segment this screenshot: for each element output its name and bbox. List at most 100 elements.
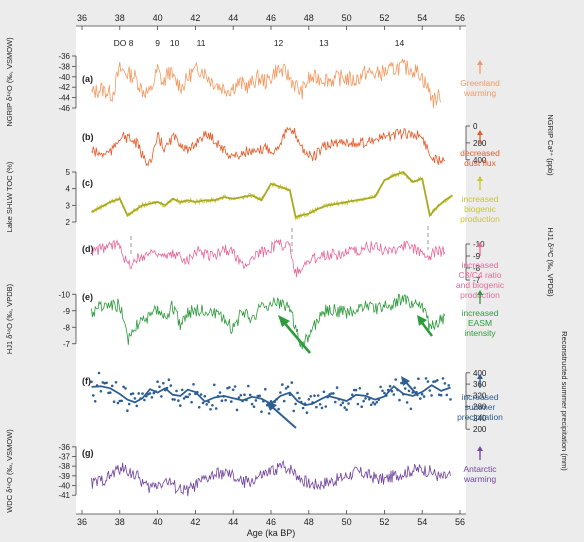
precip-data-point — [120, 399, 123, 403]
precip-data-point — [366, 392, 369, 396]
precip-data-point — [162, 381, 165, 385]
y-tick-label: -38 — [58, 62, 70, 71]
precip-data-point — [124, 387, 127, 390]
precip-data-point — [294, 402, 297, 406]
top-tick-label: 48 — [304, 13, 314, 23]
precip-data-point — [392, 393, 396, 396]
precip-data-point — [230, 400, 233, 403]
precip-data-point — [424, 377, 428, 380]
x-axis-title: Age (ka BP) — [247, 528, 296, 538]
precip-data-point — [127, 402, 131, 406]
precip-data-point — [332, 392, 335, 395]
y-tick-label: 0 — [473, 122, 478, 131]
precip-data-point — [105, 381, 108, 385]
y-tick-label: -37 — [58, 453, 70, 462]
bottom-age-axis: 36 38 40 42 44 46 48 50 52 54 56 Age (ka BP) — [76, 510, 466, 538]
panel-d-annotation: increased — [462, 260, 499, 270]
panel-g-annotation-arrowhead — [477, 446, 483, 451]
panel-a-annotation: Greenland — [460, 78, 500, 88]
panel-d-annotation: and biogenic — [456, 280, 505, 290]
precip-data-point — [284, 387, 288, 390]
precip-data-point — [351, 393, 354, 397]
panel-c-annotation: increased — [462, 194, 499, 204]
y-tick-label: -39 — [58, 472, 70, 481]
bottom-tick-label: 56 — [455, 517, 465, 527]
precip-data-point — [182, 397, 186, 400]
precip-data-point — [292, 409, 296, 413]
precip-data-point — [233, 385, 237, 388]
precip-data-point — [114, 381, 118, 384]
y-tick-label: -42 — [58, 83, 70, 92]
panel-c-tag: (c) — [82, 178, 93, 188]
panel-c: 5 4 3 2 Lake SHLW TOC (%) (c) increasedbiogeni… — [5, 161, 500, 232]
precip-data-point — [158, 385, 161, 389]
precip-data-point — [173, 398, 176, 401]
do-event-label: 13 — [319, 38, 329, 48]
y-tick-label: -36 — [58, 443, 70, 452]
panel-a-tag: (a) — [82, 74, 93, 84]
y-tick-label: -9 — [63, 307, 71, 316]
panel-e-annotation: intensity — [464, 328, 496, 338]
precip-data-point — [269, 400, 273, 403]
precip-data-point — [199, 393, 203, 396]
top-tick-label: 40 — [153, 13, 163, 23]
precip-data-point — [239, 393, 243, 397]
panel-f-tag: (f) — [82, 376, 91, 386]
top-tick-label: 44 — [228, 13, 238, 23]
precip-data-point — [324, 405, 328, 408]
bottom-tick-label: 40 — [153, 517, 163, 527]
panel-e: -10 -9 -8 -7 HJ1 δ¹⁸O (‰, VPDB) (e) increasedE… — [5, 283, 499, 354]
precip-data-point — [137, 392, 140, 395]
bottom-tick-label: 36 — [77, 517, 87, 527]
panel-a-annotation-arrowhead — [477, 60, 483, 65]
bottom-tick-label: 48 — [304, 517, 314, 527]
precip-data-point — [180, 388, 184, 392]
precip-data-point — [92, 394, 95, 397]
precip-data-point — [228, 386, 231, 389]
panel-e-series-line — [91, 293, 446, 350]
precip-data-point — [248, 393, 252, 397]
precip-data-point — [445, 393, 449, 397]
precip-data-point — [356, 402, 360, 406]
precip-data-point — [358, 387, 362, 390]
y-tick-label: 4 — [66, 185, 71, 194]
panel-a-series-line — [91, 57, 442, 109]
precip-data-point — [93, 400, 97, 403]
y-tick-label: -40 — [58, 482, 70, 491]
precip-data-point — [213, 383, 216, 387]
precip-data-point — [267, 412, 271, 415]
top-tick-label: 56 — [455, 13, 465, 23]
precip-data-point — [220, 399, 224, 403]
precip-data-point — [379, 385, 382, 389]
y-tick-label: -10 — [58, 290, 70, 299]
panel-g-annotation: warming — [463, 474, 496, 484]
panel-g-tag: (g) — [82, 448, 94, 458]
precip-data-point — [148, 392, 152, 395]
precip-data-point — [286, 385, 290, 389]
precip-data-point — [135, 404, 139, 408]
precip-data-point — [99, 390, 103, 393]
precip-data-point — [131, 392, 135, 395]
precip-data-point — [110, 384, 114, 388]
top-tick-label: 52 — [379, 13, 389, 23]
bottom-tick-label: 38 — [115, 517, 125, 527]
panel-b: 0200400NGRIP Ca²⁺ (ppb)(b)decreaseddust … — [82, 114, 555, 176]
precip-data-point — [211, 404, 214, 407]
precip-data-point — [252, 405, 256, 409]
precip-data-point — [420, 393, 424, 396]
precip-data-point — [254, 399, 258, 402]
precip-data-point — [315, 405, 318, 409]
precip-data-point — [422, 395, 426, 398]
precip-data-point — [214, 407, 218, 410]
precip-data-point — [209, 408, 212, 411]
precip-data-point — [318, 403, 322, 406]
panel-g-series-line — [91, 459, 451, 497]
precip-data-point — [368, 398, 371, 401]
top-tick-label: 38 — [115, 13, 125, 23]
precip-data-point — [260, 410, 263, 414]
precip-data-point — [190, 400, 193, 404]
panel-d-annotation-arrowhead — [477, 242, 483, 247]
precip-data-point — [277, 407, 280, 411]
precip-data-point — [126, 409, 129, 413]
